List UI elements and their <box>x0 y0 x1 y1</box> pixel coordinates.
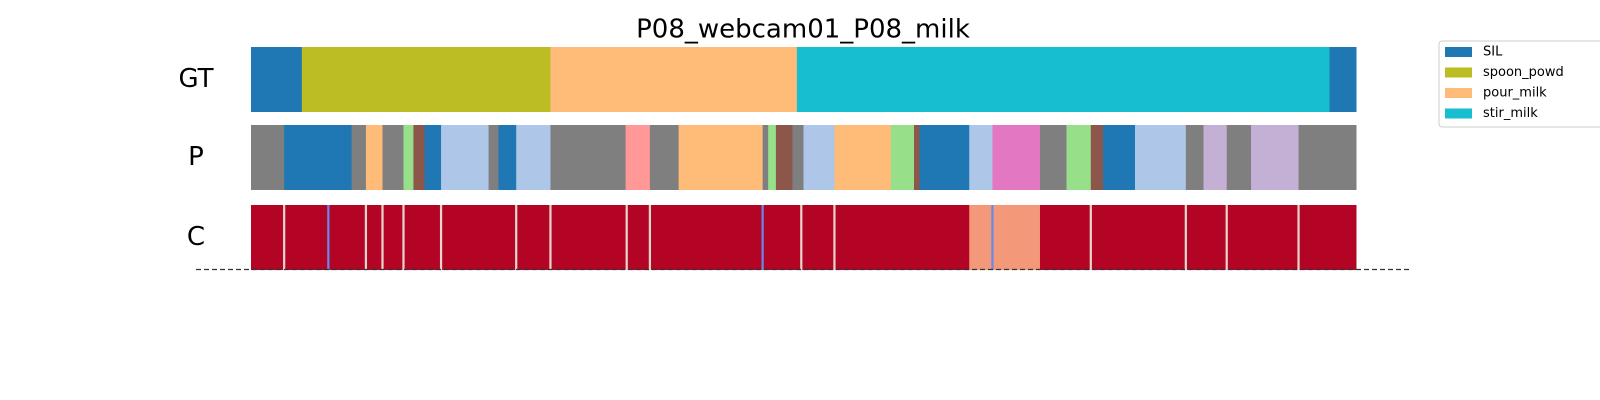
segment <box>651 205 763 270</box>
segment <box>327 205 330 270</box>
segment <box>1226 125 1252 190</box>
legend-label: spoon_powd <box>1483 65 1564 80</box>
segment <box>1039 205 1091 270</box>
segment <box>1186 205 1227 270</box>
segment <box>367 205 382 270</box>
segment <box>439 205 443 270</box>
segment <box>1089 205 1093 270</box>
segment <box>1185 125 1205 190</box>
segment <box>284 125 353 190</box>
segment <box>1039 125 1067 190</box>
segment <box>517 205 550 270</box>
segment <box>627 205 650 270</box>
segment <box>1203 125 1228 190</box>
segment <box>251 205 284 270</box>
segment <box>515 205 518 270</box>
segment <box>424 125 442 190</box>
segment <box>802 205 834 270</box>
segment <box>625 205 629 270</box>
segment <box>442 205 516 270</box>
segment <box>549 205 553 270</box>
segment <box>763 205 801 270</box>
segment <box>351 125 367 190</box>
segment <box>251 125 285 190</box>
segment <box>364 205 368 270</box>
segment <box>919 125 970 190</box>
segment <box>768 125 777 190</box>
segment <box>835 205 970 270</box>
segment <box>649 125 680 190</box>
segment <box>833 205 837 270</box>
segment <box>488 125 500 190</box>
segment <box>1102 125 1136 190</box>
legend-swatch <box>1445 67 1472 78</box>
segment <box>301 47 551 112</box>
row-label: C <box>187 222 205 252</box>
segment <box>1329 47 1357 112</box>
legend-swatch <box>1445 47 1472 57</box>
segment <box>285 205 328 270</box>
segment <box>969 205 992 270</box>
segment <box>403 125 414 190</box>
segment <box>762 125 769 190</box>
segment <box>775 125 793 190</box>
segment <box>498 125 517 190</box>
legend-label: stir_milk <box>1483 106 1538 121</box>
segment <box>792 125 804 190</box>
segment <box>1227 205 1298 270</box>
segment <box>1298 125 1357 190</box>
segment <box>383 205 403 270</box>
segment <box>1135 125 1187 190</box>
segment <box>413 125 425 190</box>
legend: SIL spoon_powd pour_milk stir_milk <box>1438 40 1600 128</box>
legend-label: SIL <box>1483 45 1503 60</box>
segment <box>329 205 366 270</box>
segment <box>993 205 1041 270</box>
segment <box>1299 205 1357 270</box>
segment <box>365 125 383 190</box>
segment <box>991 205 995 270</box>
segment <box>550 47 798 112</box>
segment <box>550 125 627 190</box>
row-label: GT <box>178 64 213 94</box>
segment <box>441 125 490 190</box>
segment <box>1066 125 1092 190</box>
chart-title: P08_webcam01_P08_milk <box>636 15 970 45</box>
segment <box>251 47 303 112</box>
legend-swatch <box>1445 88 1472 98</box>
segment <box>648 205 652 270</box>
row-label: P <box>188 142 204 172</box>
segment <box>516 125 551 190</box>
segment <box>625 125 651 190</box>
segment <box>551 205 627 270</box>
legend-label: pour_milk <box>1483 86 1547 101</box>
segment <box>1225 205 1229 270</box>
segment <box>969 125 993 190</box>
segment <box>834 125 892 190</box>
segment <box>404 205 441 270</box>
segment <box>402 205 406 270</box>
legend-box <box>1438 40 1600 128</box>
segment <box>1184 205 1188 270</box>
segment <box>678 125 764 190</box>
segment <box>803 125 835 190</box>
segment <box>890 125 915 190</box>
segment <box>381 205 385 270</box>
segment <box>761 205 765 270</box>
segment <box>1090 125 1104 190</box>
segment <box>1251 125 1300 190</box>
segment <box>992 125 1041 190</box>
segment <box>800 205 803 270</box>
segment <box>382 125 404 190</box>
legend-swatch <box>1445 108 1472 119</box>
segment <box>1091 205 1186 270</box>
segment <box>796 47 1330 112</box>
segment <box>1297 205 1301 270</box>
segment <box>283 205 286 270</box>
segment <box>914 125 921 190</box>
